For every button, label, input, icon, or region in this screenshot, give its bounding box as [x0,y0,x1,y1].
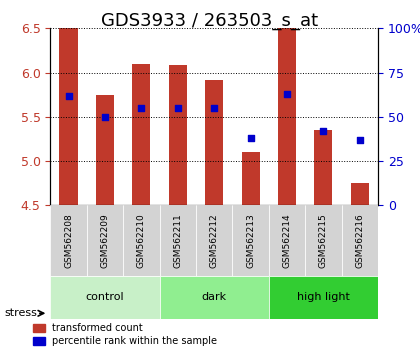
FancyBboxPatch shape [269,276,378,319]
Bar [278,28,296,205]
Text: GSM562214: GSM562214 [283,213,291,268]
Text: GSM562210: GSM562210 [137,213,146,268]
Point [138,105,145,111]
Point [357,137,363,143]
FancyBboxPatch shape [50,205,87,276]
Text: high light: high light [297,292,350,302]
FancyBboxPatch shape [232,205,269,276]
Text: dark: dark [202,292,227,302]
FancyBboxPatch shape [305,205,341,276]
Point [174,105,181,111]
Text: GSM562209: GSM562209 [100,213,110,268]
FancyBboxPatch shape [87,205,123,276]
FancyBboxPatch shape [50,276,160,319]
Bar [205,80,223,205]
Text: GSM562213: GSM562213 [246,213,255,268]
Point [284,91,290,97]
Bar [314,130,333,205]
Text: GSM562212: GSM562212 [210,213,219,268]
Point [320,128,327,134]
Text: control: control [86,292,124,302]
Point [65,93,72,98]
Text: GSM562208: GSM562208 [64,213,73,268]
Text: GSM562215: GSM562215 [319,213,328,268]
FancyBboxPatch shape [341,205,378,276]
Text: GDS3933 / 263503_s_at: GDS3933 / 263503_s_at [102,12,318,30]
Text: GSM562216: GSM562216 [355,213,364,268]
Bar [241,152,260,205]
FancyBboxPatch shape [196,205,232,276]
FancyBboxPatch shape [123,205,160,276]
Text: GSM562211: GSM562211 [173,213,182,268]
Bar [96,95,114,205]
Bar [351,183,369,205]
Bar [132,64,150,205]
FancyBboxPatch shape [269,205,305,276]
FancyBboxPatch shape [160,205,196,276]
Point [102,114,108,120]
Bar [169,65,187,205]
Bar [60,28,78,205]
Text: stress: stress [4,308,37,318]
Point [247,135,254,141]
Legend: transformed count, percentile rank within the sample: transformed count, percentile rank withi… [30,320,221,349]
FancyBboxPatch shape [160,276,269,319]
Point [211,105,218,111]
